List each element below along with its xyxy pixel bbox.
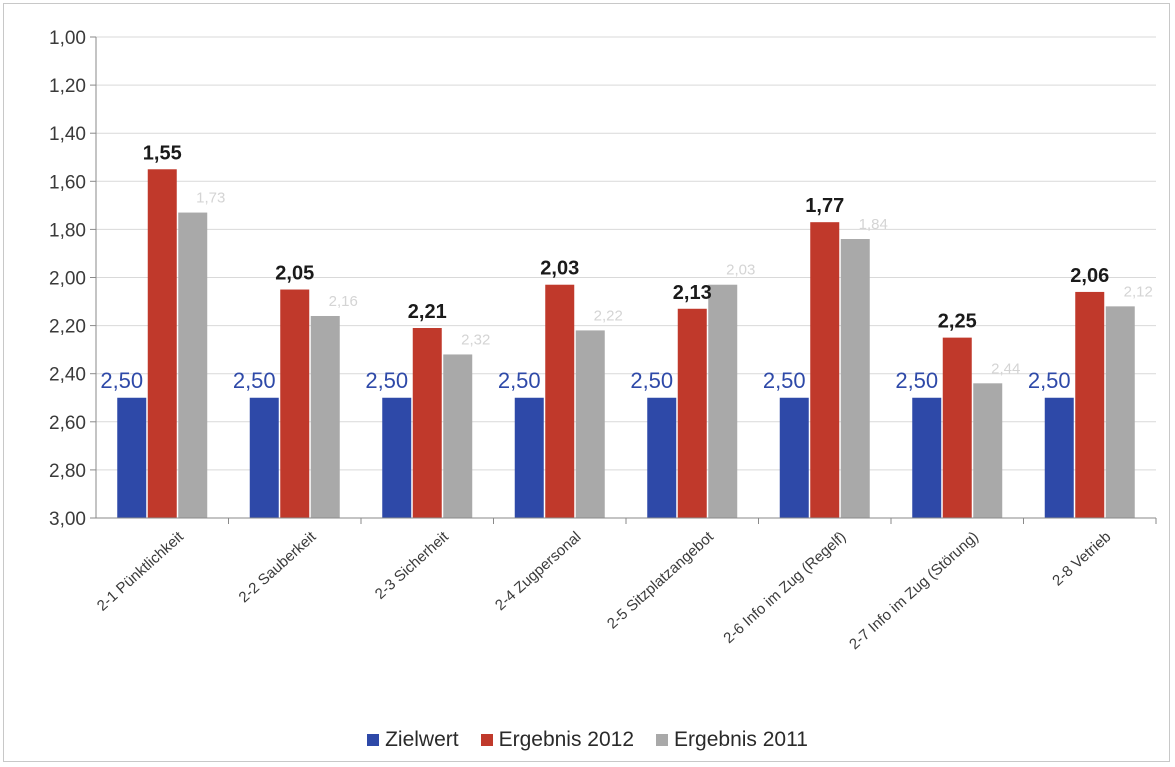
data-label-ergebnis-2012: 2,25: [938, 311, 977, 333]
bar-ergebnis-2011: [310, 315, 340, 518]
data-label-ergebnis-2011: 1,73: [196, 190, 225, 207]
bar-zielwert: [779, 397, 809, 518]
chart-frame: 1,00 1,20 1,40 1,60 1,80 2,00 2,20 2,40 2,60 2,80…: [3, 3, 1170, 762]
y-tick-label: 1,60: [49, 172, 86, 193]
bars: [117, 169, 1135, 518]
x-axis: 2-1 Pünktlichkeit 2-2 Sauberkeit 2-3 Siche…: [94, 517, 1157, 653]
legend-label-ergebnis-2012: Ergebnis 2012: [498, 728, 635, 751]
bar-ergebnis-2012: [280, 289, 310, 518]
bar-zielwert: [912, 397, 942, 518]
data-label-ergebnis-2011: 2,03: [726, 262, 755, 279]
data-label-ergebnis-2011: 2,44: [991, 360, 1020, 377]
y-tick-label: 1,00: [49, 28, 86, 49]
data-label-zielwert: 2,50: [895, 368, 938, 393]
bar-zielwert: [117, 397, 147, 518]
bar-ergebnis-2012: [545, 284, 575, 518]
data-label-ergebnis-2012: 1,55: [143, 142, 182, 164]
data-label-ergebnis-2011: 2,22: [594, 307, 623, 324]
data-label-zielwert: 2,50: [100, 368, 143, 393]
data-label-ergebnis-2011: 2,32: [461, 331, 490, 348]
data-label-zielwert: 2,50: [365, 368, 408, 393]
bar-ergebnis-2011: [443, 354, 473, 518]
data-label-zielwert: 2,50: [763, 368, 806, 393]
bar-zielwert: [382, 397, 412, 518]
y-tick-label: 1,20: [49, 76, 86, 97]
legend-swatch-zielwert: [367, 734, 380, 746]
y-tick-label: 2,20: [49, 317, 86, 338]
data-label-zielwert: 2,50: [233, 368, 276, 393]
data-label-ergebnis-2012: 2,13: [673, 282, 712, 304]
x-tick-label: 2-8 Vetrieb: [1049, 528, 1114, 589]
data-label-zielwert: 2,50: [1028, 368, 1071, 393]
bar-ergebnis-2012: [1075, 291, 1105, 518]
x-tick-label: 2-5 Sitzplatzangebot: [604, 528, 718, 633]
x-tick-label: 2-2 Sauberkeit: [236, 528, 320, 606]
bar-ergebnis-2012: [677, 308, 707, 518]
bar-ergebnis-2011: [973, 383, 1003, 518]
x-tick-label: 2-7 Info im Zug (Störung): [846, 528, 982, 653]
y-axis: 1,00 1,20 1,40 1,60 1,80 2,00 2,20 2,40 2,60 2,80…: [49, 28, 97, 530]
bar-ergebnis-2011: [708, 284, 738, 518]
data-label-ergebnis-2012: 1,77: [805, 195, 844, 217]
y-tick-label: 2,80: [49, 461, 86, 482]
bar-ergebnis-2011: [178, 212, 208, 518]
bar-ergebnis-2011: [840, 239, 870, 518]
data-label-zielwert: 2,50: [630, 368, 673, 393]
legend-item-ergebnis-2011: Ergebnis 2011: [656, 728, 808, 752]
data-label-ergebnis-2011: 2,12: [1124, 283, 1153, 300]
bar-ergebnis-2012: [942, 337, 972, 518]
bar-ergebnis-2011: [575, 330, 605, 518]
bar-zielwert: [514, 397, 544, 518]
bar-zielwert: [647, 397, 677, 518]
bar-zielwert: [249, 397, 279, 518]
data-label-ergebnis-2012: 2,21: [408, 301, 447, 323]
data-labels: 2,50 1,55 1,73 2,50 2,05 2,16 2,50 2,21 2,32 2,50…: [100, 142, 1153, 392]
bar-ergebnis-2012: [412, 328, 442, 518]
legend-label-zielwert: Zielwert: [385, 728, 459, 751]
data-label-ergebnis-2011: 2,16: [329, 293, 358, 310]
bar-ergebnis-2011: [1105, 306, 1135, 518]
y-tick-label: 3,00: [49, 509, 86, 530]
legend-item-zielwert: Zielwert: [367, 728, 459, 752]
x-tick-label: 2-1 Pünktlichkeit: [94, 528, 188, 615]
legend-label-ergebnis-2011: Ergebnis 2011: [674, 728, 808, 751]
bar-ergebnis-2012: [147, 169, 177, 518]
x-tick-label: 2-6 Info im Zug (Regelf): [720, 528, 849, 647]
x-tick-label: 2-3 Sicherheit: [372, 528, 453, 603]
data-label-ergebnis-2011: 1,84: [859, 216, 888, 233]
legend-swatch-ergebnis-2011: [656, 734, 669, 746]
legend: Zielwert Ergebnis 2012 Ergebnis 2011: [4, 728, 1171, 752]
y-tick-label: 1,40: [49, 124, 86, 145]
bar-ergebnis-2012: [810, 222, 840, 518]
bar-zielwert: [1044, 397, 1074, 518]
y-tick-label: 2,60: [49, 413, 86, 434]
data-label-ergebnis-2012: 2,06: [1070, 265, 1109, 287]
bar-chart: 1,00 1,20 1,40 1,60 1,80 2,00 2,20 2,40 2,60 2,80…: [49, 28, 1157, 653]
y-tick-label: 1,80: [49, 220, 86, 241]
data-label-ergebnis-2012: 2,05: [275, 263, 314, 285]
data-label-zielwert: 2,50: [498, 368, 541, 393]
legend-swatch-ergebnis-2012: [480, 734, 493, 746]
y-tick-label: 2,40: [49, 365, 86, 386]
legend-item-ergebnis-2012: Ergebnis 2012: [480, 728, 635, 752]
x-tick-label: 2-4 Zugpersonal: [492, 528, 585, 614]
data-label-ergebnis-2012: 2,03: [540, 258, 579, 280]
y-tick-label: 2,00: [49, 269, 86, 290]
